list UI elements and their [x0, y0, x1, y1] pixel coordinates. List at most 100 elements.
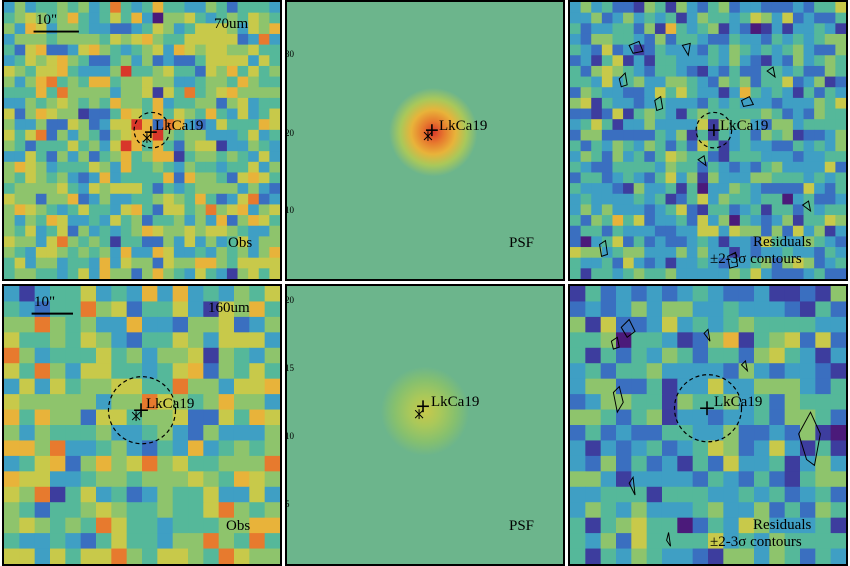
map-pixel: [233, 455, 250, 472]
map-pixel: [163, 140, 175, 152]
map-pixel: [718, 65, 730, 78]
map-pixel: [142, 12, 154, 24]
map-pixel: [631, 301, 648, 318]
map-pixel: [50, 517, 66, 534]
map-pixel: [78, 65, 90, 78]
map-pixel: [205, 119, 217, 131]
map-pixel: [19, 533, 36, 550]
map-pixel: [226, 76, 239, 88]
map-pixel: [570, 65, 582, 78]
map-pixel: [600, 502, 617, 519]
map-pixel: [646, 316, 663, 333]
map-pixel: [600, 425, 617, 441]
map-pixel: [195, 215, 207, 227]
map-pixel: [739, 65, 751, 78]
map-pixel: [80, 455, 97, 472]
map-pixel: [792, 247, 805, 259]
map-pixel: [152, 55, 164, 67]
map-pixel: [739, 161, 751, 173]
map-pixel: [824, 76, 836, 88]
map-pixel: [110, 33, 122, 46]
map-pixel: [616, 347, 632, 364]
map-pixel: [739, 76, 751, 88]
map-pixel: [697, 2, 709, 14]
map-pixel: [729, 44, 741, 56]
map-pixel: [799, 425, 816, 441]
map-pixel: [792, 129, 805, 141]
map-pixel: [226, 55, 239, 67]
map-pixel: [88, 65, 101, 78]
map-pixel: [769, 394, 786, 411]
map-pixel: [120, 236, 132, 248]
map-pixel: [771, 215, 783, 227]
map-pixel: [67, 129, 79, 141]
map-pixel: [792, 161, 805, 173]
map-pixel: [188, 409, 204, 426]
map-pixel: [88, 119, 101, 131]
map-pixel: [216, 12, 228, 24]
map-pixel: [142, 65, 154, 78]
map-pixel: [233, 548, 250, 564]
map-pixel: [750, 12, 762, 24]
map-pixel: [237, 247, 249, 259]
scale-label: 10": [34, 294, 56, 310]
map-pixel: [19, 394, 36, 411]
map-pixel: [600, 548, 617, 564]
map-pixel: [835, 55, 846, 67]
map-pixel: [142, 215, 154, 227]
map-pixel: [677, 486, 694, 503]
map-pixel: [226, 257, 239, 269]
map-pixel: [769, 533, 786, 550]
map-pixel: [814, 76, 826, 88]
map-pixel: [665, 23, 677, 35]
map-pixel: [676, 140, 688, 152]
map-pixel: [718, 97, 730, 110]
map-pixel: [172, 301, 189, 318]
map-pixel: [163, 12, 175, 24]
map-pixel: [216, 119, 228, 131]
map-pixel: [718, 193, 730, 205]
map-pixel: [173, 55, 185, 67]
map-pixel: [173, 215, 185, 227]
map-pixel: [152, 108, 164, 120]
map-pixel: [830, 533, 846, 550]
map-pixel: [769, 347, 786, 364]
map-pixel: [35, 204, 47, 216]
map-pixel: [570, 140, 582, 152]
map-pixel: [665, 140, 677, 152]
map-pixel: [771, 97, 783, 110]
map-pixel: [80, 316, 97, 333]
map-pixel: [803, 215, 815, 227]
map-pixel: [676, 193, 688, 205]
map-pixel: [830, 548, 846, 564]
map-pixel: [600, 363, 617, 380]
map-pixel: [591, 193, 603, 205]
map-pixel: [120, 129, 132, 141]
map-pixel: [718, 247, 730, 259]
map-pixel: [142, 204, 154, 216]
map-pixel: [600, 440, 617, 457]
map-pixel: [612, 204, 624, 216]
map-pixel: [46, 257, 58, 269]
map-pixel: [88, 12, 101, 24]
map-pixel: [692, 409, 709, 426]
map-pixel: [729, 204, 741, 216]
map-pixel: [686, 215, 698, 227]
map-pixel: [803, 2, 815, 14]
map-pixel: [692, 316, 709, 333]
map-pixel: [761, 23, 773, 35]
map-pixel: [188, 425, 204, 441]
map-pixel: [754, 455, 770, 472]
map-pixel: [580, 215, 592, 227]
map-pixel: [120, 87, 132, 99]
map-pixel: [184, 204, 196, 216]
map-pixel: [708, 347, 724, 364]
map-pixel: [205, 161, 217, 173]
map-pixel: [803, 268, 815, 279]
map-pixel: [830, 347, 846, 364]
map-pixel: [708, 151, 720, 163]
map-pixel: [88, 23, 101, 35]
map-pixel: [184, 172, 196, 184]
map-pixel: [110, 151, 122, 163]
map-pixel: [110, 204, 122, 216]
